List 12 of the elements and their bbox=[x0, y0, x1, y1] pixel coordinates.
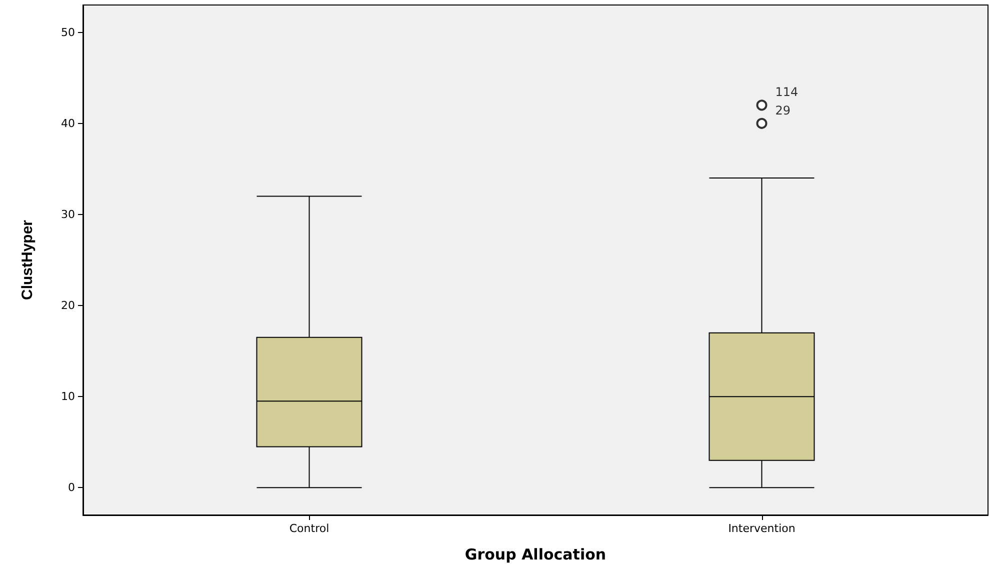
y-tick-label: 20 bbox=[61, 299, 75, 312]
y-tick-label: 40 bbox=[61, 116, 75, 130]
x-tick-label: Intervention bbox=[728, 522, 796, 535]
y-tick-label: 30 bbox=[61, 208, 75, 221]
x-tick-label: Control bbox=[289, 522, 330, 535]
annotation: 114 bbox=[775, 85, 798, 100]
y-tick-label: 50 bbox=[61, 26, 75, 39]
y-tick-label: 10 bbox=[61, 390, 75, 404]
annotation: 29 bbox=[775, 103, 791, 118]
x-axis-title: Group Allocation bbox=[464, 546, 606, 564]
y-tick-label: 0 bbox=[68, 481, 75, 494]
y-axis-title: ClustHyper bbox=[19, 220, 36, 300]
